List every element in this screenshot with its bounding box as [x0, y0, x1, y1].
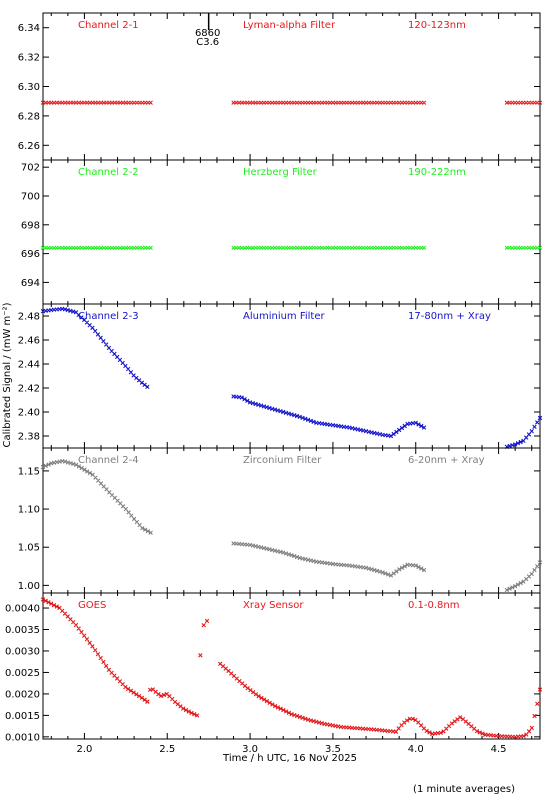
- data-series-segment: [393, 716, 435, 737]
- data-series-segment: [40, 597, 150, 704]
- x-tick-label: 4.5: [491, 744, 507, 755]
- y-tick-label: 0.0010: [5, 732, 40, 743]
- y-tick-label: 2.42: [18, 384, 40, 395]
- data-series-segment: [504, 100, 543, 105]
- data-series-segment: [483, 687, 543, 740]
- y-tick-label: 696: [21, 249, 40, 260]
- y-tick-label: 6.28: [18, 111, 40, 122]
- event-marker-label: 6860: [195, 28, 220, 39]
- channel-label: Channel 2-4: [78, 455, 139, 466]
- band-label: 120-123nm: [408, 20, 466, 31]
- filter-label: Zirconium Filter: [243, 455, 322, 466]
- data-series-segment: [40, 306, 150, 389]
- x-axis-label: Time / h UTC, 16 Nov 2025: [222, 753, 357, 764]
- y-tick-label: 694: [21, 278, 40, 289]
- y-tick-label: 0.0025: [5, 668, 40, 679]
- y-tick-label: 1.00: [18, 581, 40, 592]
- y-tick-label: 698: [21, 220, 40, 231]
- band-label: 0.1-0.8nm: [408, 600, 460, 611]
- data-series-segment: [504, 415, 543, 449]
- event-marker-label: C3.6: [196, 37, 219, 48]
- y-tick-label: 702: [21, 163, 40, 174]
- data-series-segment: [145, 687, 200, 718]
- y-tick-label: 1.15: [18, 466, 40, 477]
- y-tick-label: 2.40: [18, 408, 40, 419]
- band-label: 6-20nm + Xray: [408, 455, 485, 466]
- y-axis-label: Calibrated Signal / (mW m⁻²): [2, 302, 13, 447]
- data-series-segment: [231, 541, 427, 578]
- x-tick-label: 3.0: [242, 744, 258, 755]
- panel-frame: [42, 592, 541, 740]
- band-label: 190-222nm: [408, 167, 466, 178]
- y-tick-label: 6.30: [18, 82, 40, 93]
- y-tick-label: 6.32: [18, 53, 40, 64]
- y-tick-label: 0.0030: [5, 646, 40, 657]
- x-tick-label: 3.5: [325, 744, 341, 755]
- data-series-segment: [430, 715, 488, 737]
- data-series-segment: [504, 560, 543, 593]
- band-label: 17-80nm + Xray: [408, 311, 491, 322]
- filter-label: Lyman-alpha Filter: [243, 20, 336, 31]
- channel-label: Channel 2-2: [78, 167, 139, 178]
- data-series-segment: [40, 245, 153, 251]
- y-tick-label: 2.46: [18, 336, 40, 347]
- filter-label: Aluminium Filter: [243, 311, 326, 322]
- channel-label: Channel 2-3: [78, 311, 139, 322]
- x-tick-label: 2.0: [76, 744, 92, 755]
- filter-label: Herzberg Filter: [243, 167, 318, 178]
- y-tick-label: 700: [21, 192, 40, 203]
- y-tick-label: 6.26: [18, 141, 40, 152]
- y-tick-label: 2.44: [18, 360, 40, 371]
- y-tick-label: 6.34: [18, 23, 40, 34]
- x-tick-label: 2.5: [159, 744, 175, 755]
- y-tick-label: 0.0040: [5, 604, 40, 615]
- data-series-segment: [40, 458, 153, 535]
- data-series-segment: [198, 618, 210, 658]
- y-tick-label: 0.0035: [5, 625, 40, 636]
- panels-group: 6.26 6.28 6.30 6.32 6.34 Channel 2-1 Lyman-alp…: [5, 12, 543, 755]
- y-tick-label: 2.38: [18, 432, 40, 443]
- y-tick-label: 0.0015: [5, 711, 40, 722]
- y-tick-label: 1.05: [18, 543, 40, 554]
- y-tick-label: 1.10: [18, 505, 40, 516]
- y-tick-label: 0.0020: [5, 689, 40, 700]
- channel-label: GOES: [78, 600, 106, 611]
- data-series-segment: [231, 245, 427, 251]
- data-series-segment: [504, 245, 543, 251]
- data-series-segment: [231, 100, 427, 105]
- x-tick-label: 4.0: [408, 744, 424, 755]
- channel-label: Channel 2-1: [78, 20, 139, 31]
- data-series-segment: [231, 394, 427, 439]
- averaging-note: (1 minute averages): [413, 784, 515, 795]
- y-tick-label: 2.48: [18, 312, 40, 323]
- data-series-segment: [218, 661, 399, 734]
- data-series-segment: [40, 100, 153, 105]
- filter-label: Xray Sensor: [243, 600, 304, 611]
